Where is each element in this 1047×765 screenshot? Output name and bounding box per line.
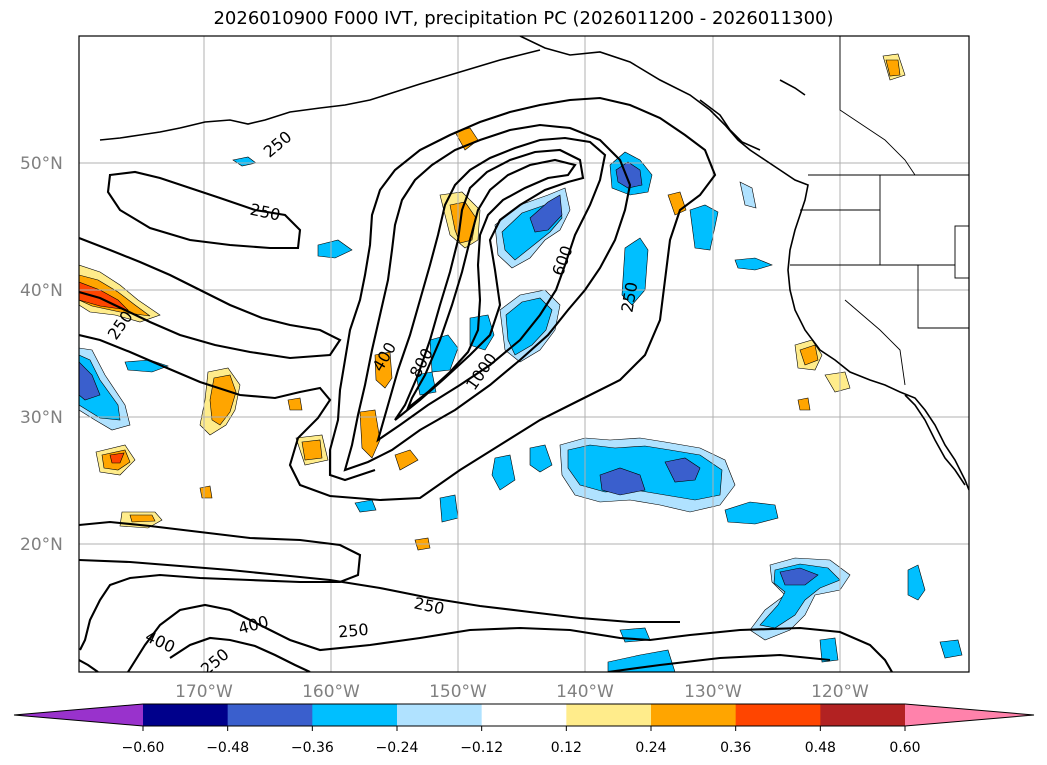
colorbar-tick-label: 0.12 — [551, 740, 582, 756]
colorbar-swatch — [227, 704, 313, 726]
latitude-ticks: 50°N 40°N 30°N 20°N — [20, 154, 63, 555]
colorbar-swatch — [905, 704, 1034, 726]
lon-tick-label: 170°W — [175, 682, 233, 702]
lon-tick-label: 160°W — [302, 682, 360, 702]
colorbar-swatch — [397, 704, 483, 726]
lat-tick-label: 30°N — [20, 408, 63, 428]
colorbar-swatch — [14, 704, 143, 726]
colorbar-swatches — [14, 704, 1034, 726]
colorbar-tick-label: −0.48 — [206, 740, 249, 756]
colorbar-tick-label: −0.36 — [291, 740, 334, 756]
colorbar-swatch — [566, 704, 652, 726]
contour-label: 250 — [337, 620, 369, 642]
political-boundaries — [790, 36, 969, 386]
map-area: 250 250 250 250 250 250 250 400 400 400 … — [79, 36, 969, 672]
positive-pc-shading — [79, 53, 906, 551]
map-frame — [78, 35, 970, 673]
colorbar-ticks: −0.60 −0.48 −0.36 −0.24 −0.12 0.12 0.24 0.36 0.4… — [122, 726, 921, 756]
colorbar: −0.60 −0.48 −0.36 −0.24 −0.12 0.12 0.24 0.36 0.4… — [13, 703, 1035, 756]
lon-tick-label: 140°W — [556, 682, 614, 702]
colorbar-tick-label: 0.36 — [720, 740, 751, 756]
lon-tick-label: 150°W — [429, 682, 487, 702]
colorbar-swatch — [481, 704, 567, 726]
colorbar-swatch — [651, 704, 737, 726]
lat-tick-label: 40°N — [20, 281, 63, 301]
colorbar-swatch — [735, 704, 821, 726]
plot-title: 2026010900 F000 IVT, precipitation PC (2… — [213, 8, 834, 29]
longitude-ticks: 170°W 160°W 150°W 140°W 130°W 120°W — [175, 682, 869, 702]
colorbar-swatch — [820, 704, 906, 726]
colorbar-swatch — [143, 704, 229, 726]
ivt-contours — [79, 96, 893, 672]
lon-tick-label: 130°W — [684, 682, 742, 702]
colorbar-tick-label: 0.48 — [805, 740, 836, 756]
lat-tick-label: 50°N — [20, 154, 63, 174]
coastlines — [99, 36, 969, 491]
colorbar-swatch — [312, 704, 398, 726]
colorbar-tick-label: −0.12 — [460, 740, 503, 756]
colorbar-tick-label: −0.60 — [122, 740, 165, 756]
colorbar-tick-label: 0.60 — [889, 740, 920, 756]
lat-tick-label: 20°N — [20, 535, 63, 555]
map-gridlines — [79, 36, 969, 672]
colorbar-tick-label: 0.24 — [635, 740, 666, 756]
colorbar-tick-label: −0.24 — [376, 740, 419, 756]
lon-tick-label: 120°W — [811, 682, 869, 702]
